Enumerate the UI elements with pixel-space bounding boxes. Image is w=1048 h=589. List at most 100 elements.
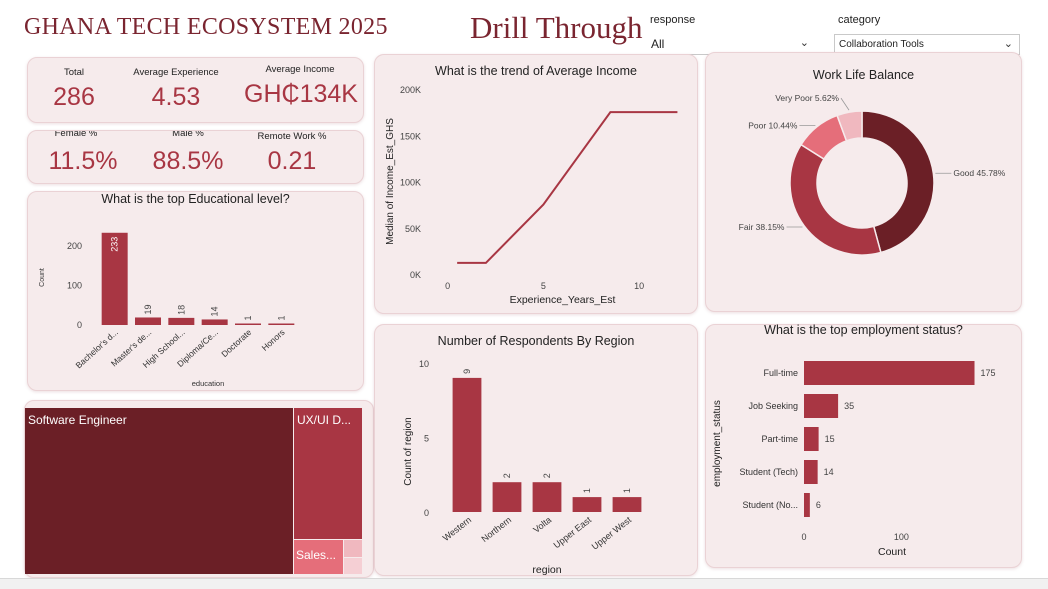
donut-slice (861, 110, 935, 254)
region-chart-title: Number of Respondents By Region (437, 334, 635, 348)
x-tick-label: 5 (541, 281, 546, 291)
kpi-card-row1: Total 286 Average Experience 4.53 Averag… (27, 57, 364, 123)
y-tick-label: 5 (424, 434, 429, 444)
x-tick-label: 0 (801, 532, 806, 542)
kpi-female-label: Female % (54, 130, 98, 139)
treemap-tile-sales[interactable]: Sales... (294, 540, 343, 574)
y-tick-label: 0 (77, 320, 82, 330)
kpi-male-label: Male % (172, 130, 204, 139)
x-axis-label: region (532, 564, 561, 575)
bar (612, 497, 642, 512)
x-tick-label: 0 (445, 281, 450, 291)
bottom-scrollbar[interactable] (0, 578, 1048, 589)
x-tick-label: Northern (479, 515, 513, 544)
treemap-tile-uxui[interactable]: UX/UI D... (294, 408, 362, 539)
treemap-tile-small-2[interactable] (344, 558, 362, 574)
bar (804, 427, 819, 451)
bar (235, 323, 261, 325)
kpi-avg-income-value: GH₵134K (244, 80, 358, 108)
bar (168, 317, 195, 325)
x-tick-label: Honors (260, 327, 287, 353)
x-tick-label: Upper East (552, 514, 594, 550)
data-label: 1 (622, 488, 632, 493)
data-label: 14 (824, 467, 834, 477)
region-chart-card: Number of Respondents By Region 0 5 10 9 Wes… (374, 324, 698, 576)
bar (572, 497, 602, 512)
education-chart-title: What is the top Educational level? (101, 192, 290, 206)
data-label: 9 (462, 369, 472, 374)
worklife-chart-card: Work Life Balance Good 45.78% Fair 38.15%… (705, 52, 1022, 312)
category-slicer-value: Collaboration Tools (839, 39, 924, 50)
y-axis-label: Count (39, 268, 46, 287)
data-label: 1 (243, 315, 253, 320)
treemap-label: Software Engineer (28, 413, 127, 427)
worklife-donut-chart: Good 45.78% Fair 38.15% Poor 10.44% Very Po… (739, 93, 1006, 256)
bar (201, 319, 228, 325)
y-tick-label: 50K (405, 224, 421, 234)
kpi-remote-value: 0.21 (267, 147, 317, 175)
y-tick-label: Full-time (763, 368, 798, 378)
bar (492, 482, 522, 512)
x-tick-label: Upper West (590, 514, 634, 551)
label-leader-line (840, 97, 850, 111)
x-tick-label: Volta (531, 515, 553, 535)
income-trend-title: What is the trend of Average Income (435, 64, 637, 78)
kpi-card-row2: Female % 11.5% Male % 88.5% Remote Work … (27, 130, 364, 184)
data-label: 6 (816, 500, 821, 510)
donut-data-label: Very Poor 5.62% (775, 93, 839, 103)
chevron-down-icon: ⌄ (1003, 38, 1013, 50)
category-slicer-label: category (838, 14, 881, 26)
treemap-tile-small-1[interactable] (344, 540, 362, 557)
y-tick-label: 150K (400, 131, 421, 141)
data-label: 1 (582, 488, 592, 493)
y-tick-label: Part-time (761, 434, 798, 444)
y-tick-label: 200K (400, 85, 421, 95)
y-tick-label: Student (No... (742, 500, 798, 510)
y-tick-label: Student (Tech) (739, 467, 798, 477)
y-axis-label: Count of region (403, 417, 414, 485)
data-label: 1 (276, 315, 286, 320)
region-bar-chart: 0 5 10 9 Western 2 Northern 2 Volta 1 Upper East 1 U… (403, 359, 642, 575)
bar (804, 460, 818, 484)
education-chart-card: What is the top Educational level? 0 100 2… (27, 191, 364, 391)
dashboard-title: GHANA TECH ECOSYSTEM 2025 (24, 14, 388, 40)
data-label: 19 (143, 304, 153, 314)
x-axis-label: education (192, 379, 225, 388)
employment-chart-title: What is the top employment status? (764, 323, 963, 337)
donut-data-label: Fair 38.15% (739, 222, 785, 232)
chevron-down-icon: ⌄ (799, 37, 809, 49)
donut-data-label: Good 45.78% (953, 168, 1005, 178)
response-slicer-label: response (650, 14, 696, 26)
bar (804, 394, 839, 418)
bar (804, 361, 975, 385)
bar (135, 317, 161, 325)
bar (532, 482, 562, 512)
data-label: 14 (210, 306, 220, 316)
y-tick-label: 0 (424, 508, 429, 518)
kpi-avg-income-label: Average Income (265, 64, 335, 75)
bar (452, 377, 482, 512)
worklife-chart-title: Work Life Balance (812, 68, 915, 82)
x-axis-label: Count (878, 546, 906, 558)
x-tick-label: 10 (634, 281, 644, 291)
job-role-treemap-card: Software Engineer UX/UI D... Sales... (24, 400, 374, 578)
kpi-avg-experience-value: 4.53 (151, 83, 201, 111)
y-tick-label: 200 (67, 241, 82, 251)
bar (101, 232, 128, 325)
kpi-avg-experience-label: Average Experience (133, 67, 219, 78)
response-slicer-value: All (651, 37, 665, 51)
treemap-tile-software-engineer[interactable]: Software Engineer (25, 408, 293, 574)
y-tick-label: 100 (67, 280, 82, 290)
employment-bar-chart: 175 Full-time 35 Job Seeking 15 Part-time 14 St… (712, 361, 996, 558)
y-axis-label: Median of Income_Est_GHS (385, 118, 396, 245)
data-label: 2 (542, 473, 552, 478)
kpi-female-value: 11.5% (48, 147, 118, 175)
income-trend-line (457, 111, 678, 264)
drill-through-button[interactable]: Drill Through (470, 10, 643, 45)
donut-slice (836, 110, 863, 142)
donut-slice (789, 143, 882, 256)
kpi-total-value: 286 (53, 83, 95, 111)
kpi-total-label: Total (63, 67, 85, 78)
y-tick-label: Job Seeking (748, 401, 798, 411)
